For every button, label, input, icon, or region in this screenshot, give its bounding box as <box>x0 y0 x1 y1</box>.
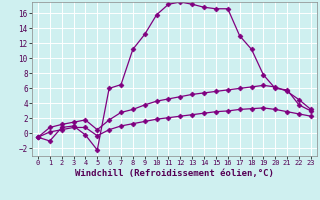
X-axis label: Windchill (Refroidissement éolien,°C): Windchill (Refroidissement éolien,°C) <box>75 169 274 178</box>
